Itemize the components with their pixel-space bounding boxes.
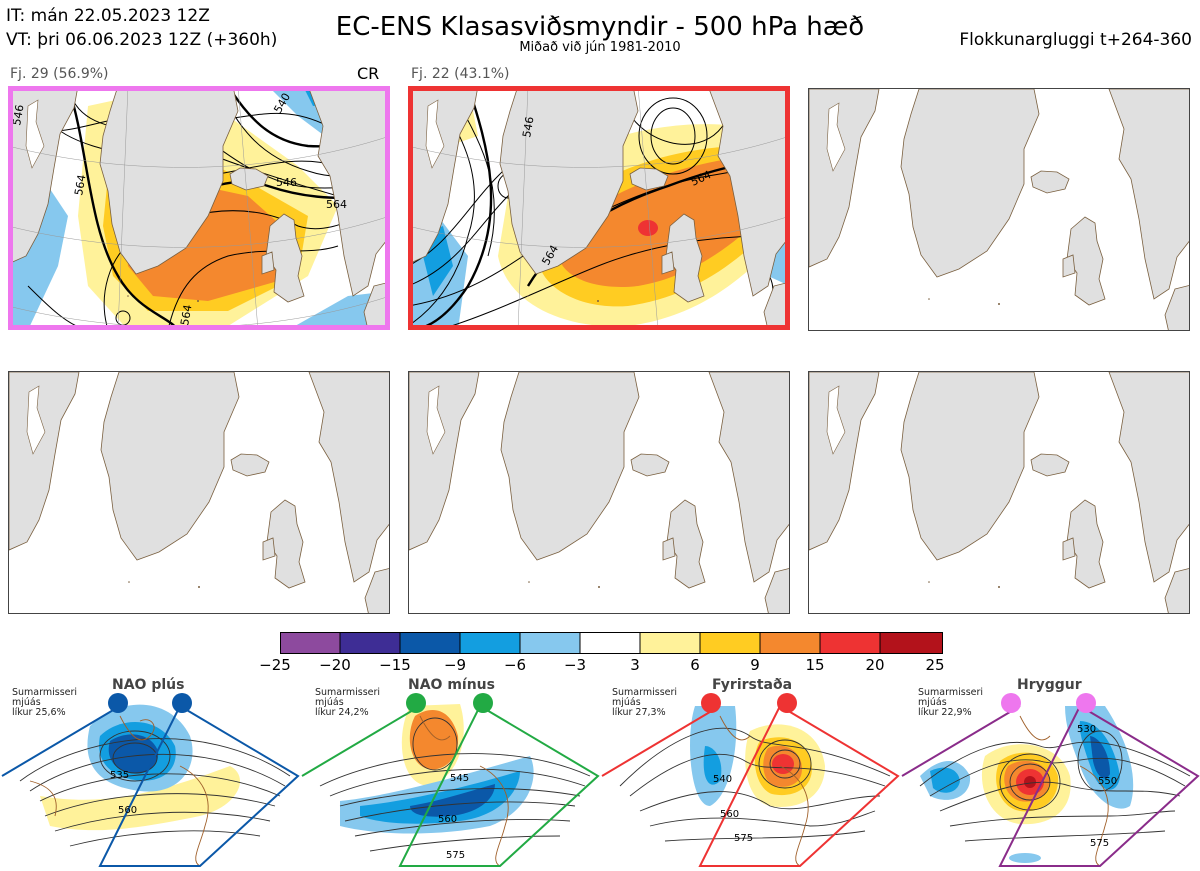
colorbar-segment [280,632,340,654]
regime-nao-minus-map[interactable]: 545 560 575 [300,676,600,871]
regime-nao-plus-info: Sumarmisseri mjúás líkur 25,6% [12,687,78,718]
init-time: IT: mán 22.05.2023 12Z [6,6,210,26]
regime-blocking-field: 540 560 575 [601,693,900,867]
regime-nao-minus-name: NAO mínus [408,677,495,693]
colorbar-tick: 9 [750,656,760,674]
empty-map-background [809,372,1189,613]
cluster-slot-6-map[interactable] [808,371,1190,614]
colorbar-segment [760,632,820,654]
contour-label: 550 [1098,776,1117,787]
regime-ridge-field: 530 550 575 [901,693,1200,867]
cluster-1-label: Fj. 29 (56.9%) [10,66,109,82]
colorbar-tick: −6 [503,656,527,674]
anomaly-colorbar [280,632,943,654]
colorbar-segment [520,632,580,654]
regime-nao-minus-info: Sumarmisseri mjúás líkur 24,2% [315,687,381,718]
cluster-2-anomaly-field: 546 564 564 [413,91,785,325]
colorbar-segment [700,632,760,654]
contour-label: 564 [72,174,88,197]
contour-label: 564 [178,304,194,325]
cluster-slot-5-map[interactable] [408,371,790,614]
contour-label: 560 [118,805,137,816]
empty-map-background [809,89,1189,330]
cluster-2-label: Fj. 22 (43.1%) [411,66,510,82]
regime-ridge-name: Hryggur [1017,677,1082,693]
contour-label: 546 [520,116,536,139]
colorbar-tick: −9 [443,656,467,674]
contour-label: 575 [446,850,465,861]
regime-nao-plus-name: NAO plús [112,677,185,693]
regime-nao-plus-field: 535 560 [1,693,300,867]
classification-window: Flokkunargluggi t+264-360 [959,30,1192,50]
cluster-1-anomaly-field: 546 564 540 564 546 564 [13,91,385,325]
colorbar-segment [400,632,460,654]
regime-blocking-name: Fyrirstaða [712,677,793,693]
cluster-slot-4-map[interactable] [8,371,390,614]
colorbar-tick: −15 [379,656,411,674]
regime-ridge-info: Sumarmisseri mjúás líkur 22,9% [918,687,984,718]
contour-label: 560 [720,809,739,820]
contour-label: 546 [13,104,27,127]
regime-ridge-map[interactable]: 530 550 575 [900,676,1200,871]
colorbar-segment [640,632,700,654]
contour-label: 540 [713,774,732,785]
cluster-slot-3-map[interactable] [808,88,1190,331]
colorbar-segment [340,632,400,654]
colorbar-segment [820,632,880,654]
colorbar-segment [460,632,520,654]
colorbar-tick: 15 [805,656,825,674]
contour-label: 546 [276,176,297,189]
valid-time: VT: þri 06.06.2023 12Z (+360h) [6,30,278,50]
page-title: EC-ENS Klasasviðsmyndir - 500 hPa hæð [335,12,865,42]
colorbar-segment [880,632,942,654]
contour-label: 545 [450,773,469,784]
contour-label: 575 [734,833,753,844]
contour-label: 564 [326,198,347,211]
empty-map-background [9,372,389,613]
climatology-subtitle: Miðað við jún 1981-2010 [519,40,681,55]
colorbar-tick: −3 [563,656,587,674]
regime-nao-minus-field: 545 560 575 [301,693,600,867]
colorbar-tick: −25 [259,656,291,674]
empty-map-background [409,372,789,613]
cluster-1-map[interactable]: 546 564 540 564 546 564 [8,86,390,330]
contour-label: 575 [1090,838,1109,849]
contour-label: 560 [438,814,457,825]
regime-blocking-info: Sumarmisseri mjúás líkur 27,3% [612,687,678,718]
forecast-times: IT: mán 22.05.2023 12Z VT: þri 06.06.202… [6,4,277,52]
contour-label: 535 [110,770,129,781]
regime-blocking-map[interactable]: 540 560 575 [600,676,900,871]
colorbar-tick: 25 [925,656,945,674]
colorbar-tick: 6 [690,656,700,674]
colorbar-segment [580,632,640,654]
contour-label: 530 [1077,724,1096,735]
cluster-1-regime-code: CR [357,64,380,83]
colorbar-tick: 3 [630,656,640,674]
regime-nao-plus-map[interactable]: 535 560 [0,676,300,871]
colorbar-tick: −20 [319,656,351,674]
colorbar-tick: 20 [865,656,885,674]
cluster-2-map[interactable]: 546 564 564 [408,86,790,330]
